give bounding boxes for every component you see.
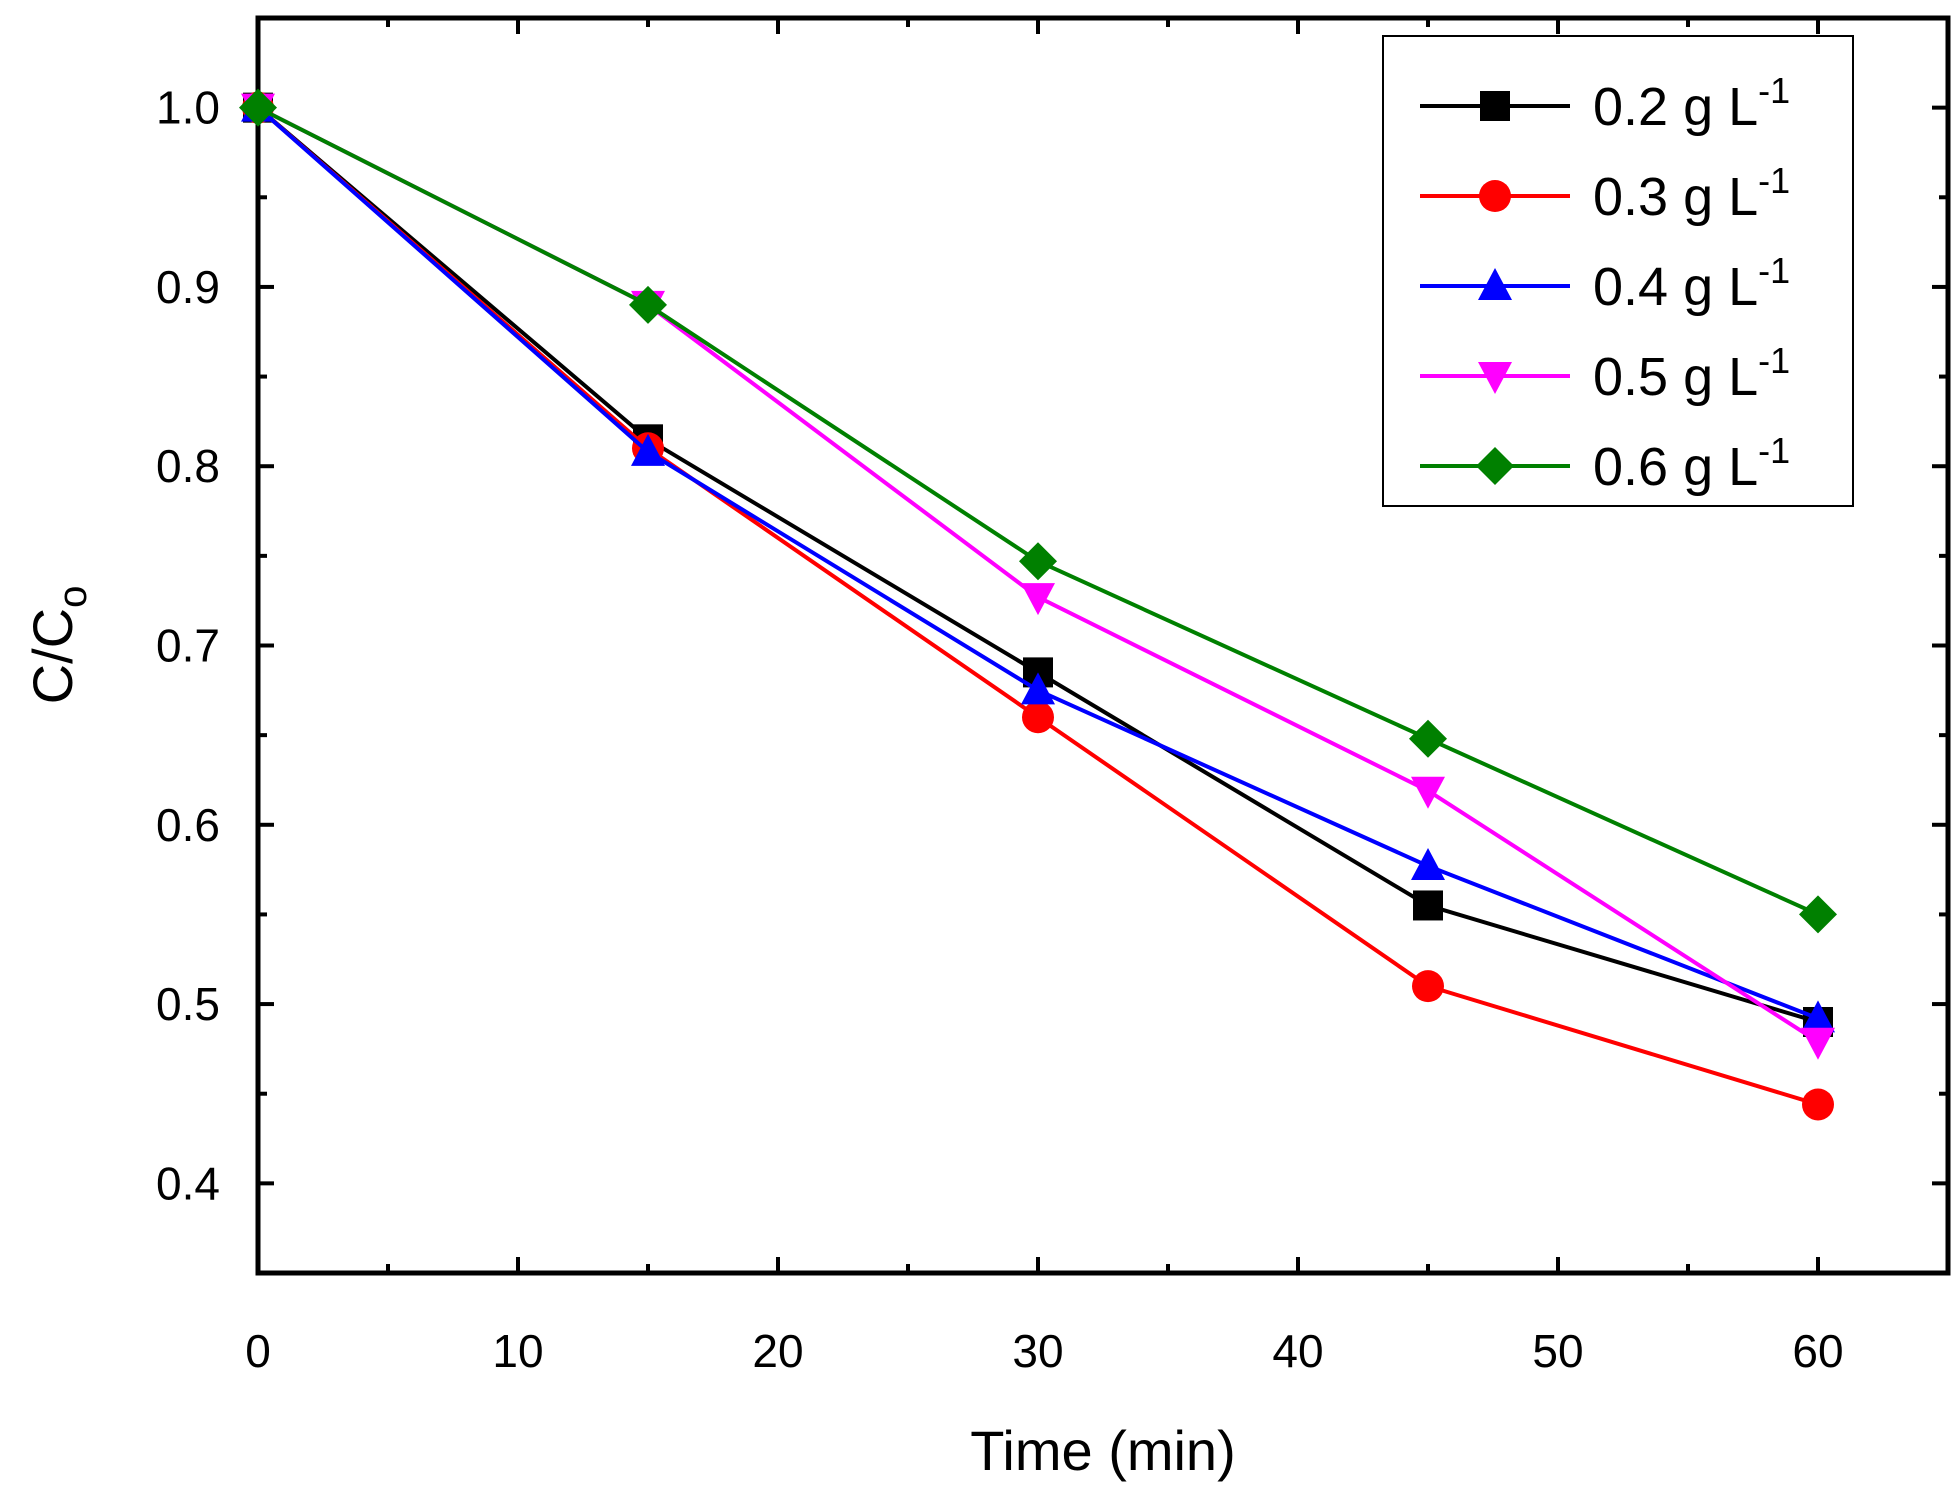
data-point xyxy=(1409,719,1447,758)
data-point xyxy=(239,88,277,127)
data-point xyxy=(1021,672,1055,705)
legend: 0.2 g L-1 0.3 g L-1 0.4 g L-1 0.5 g L-1 0.6 … xyxy=(1382,35,1854,507)
svg-text:C/Co: C/Co xyxy=(21,586,95,705)
x-tick-label: 50 xyxy=(1532,1325,1583,1377)
legend-marker xyxy=(1480,91,1510,121)
legend-box xyxy=(1382,35,1854,507)
x-tick-label: 10 xyxy=(492,1325,543,1377)
data-point xyxy=(1019,542,1057,581)
data-point xyxy=(1801,1027,1835,1060)
y-axis-title: C/Co xyxy=(21,586,95,705)
data-point xyxy=(1801,1000,1835,1033)
y-axis-title-sub: o xyxy=(51,586,95,608)
data-point xyxy=(1413,890,1443,921)
series-layer xyxy=(239,88,1837,1121)
y-tick-label: 0.5 xyxy=(156,978,220,1030)
legend-label: 0.5 g L-1 xyxy=(1593,340,1790,407)
data-point xyxy=(629,285,667,324)
y-tick-label: 0.4 xyxy=(156,1157,220,1209)
x-tick-label: 40 xyxy=(1272,1325,1323,1377)
y-tick-label: 0.6 xyxy=(156,799,220,851)
legend-label: 0.2 g L-1 xyxy=(1593,70,1790,137)
legend-marker xyxy=(1478,268,1512,300)
x-tick-label: 30 xyxy=(1012,1325,1063,1377)
legend-label: 0.4 g L-1 xyxy=(1593,250,1790,317)
data-point xyxy=(1802,1088,1834,1121)
legend-item-2: 0.3 g L-1 xyxy=(1420,160,1790,227)
legend-item-1: 0.2 g L-1 xyxy=(1420,70,1790,137)
y-tick-label: 0.9 xyxy=(156,261,220,313)
legend-item-4: 0.5 g L-1 xyxy=(1420,340,1790,407)
legend-label: 0.3 g L-1 xyxy=(1593,160,1790,227)
series-3 xyxy=(241,89,1835,1033)
data-point xyxy=(1799,895,1837,934)
x-tick-label: 60 xyxy=(1792,1325,1843,1377)
x-tick-label: 0 xyxy=(245,1325,271,1377)
series-5 xyxy=(239,88,1837,934)
y-tick-label: 1.0 xyxy=(156,82,220,134)
x-axis-title: Time (min) xyxy=(970,1419,1235,1482)
legend-label: 0.6 g L-1 xyxy=(1593,430,1790,497)
data-point xyxy=(1411,776,1445,809)
legend-marker xyxy=(1478,362,1512,394)
legend-marker xyxy=(1476,447,1514,485)
data-point xyxy=(631,433,665,466)
legend-marker xyxy=(1479,180,1511,212)
y-tick-label: 0.7 xyxy=(156,620,220,672)
data-point xyxy=(1022,701,1054,734)
data-point xyxy=(1021,583,1055,616)
data-point xyxy=(1412,970,1444,1003)
legend-item-5: 0.6 g L-1 xyxy=(1420,430,1790,497)
legend-item-3: 0.4 g L-1 xyxy=(1420,250,1790,317)
data-point xyxy=(1411,848,1445,881)
x-axis-ticks: 0 10 20 30 40 50 60 xyxy=(245,18,1950,1377)
x-tick-label: 20 xyxy=(752,1325,803,1377)
y-tick-label: 0.8 xyxy=(156,440,220,492)
y-axis-title-main: C/C xyxy=(21,608,84,704)
y-axis-ticks: 0.4 0.5 0.6 0.7 0.8 0.9 1.0 xyxy=(156,16,1948,1275)
